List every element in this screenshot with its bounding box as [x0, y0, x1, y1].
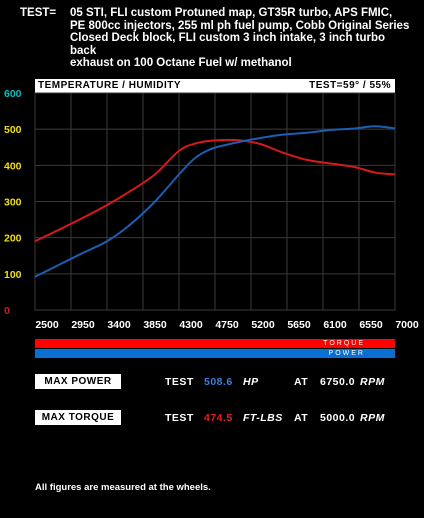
test-label: TEST=: [20, 7, 57, 19]
x-tick-label: 4300: [179, 319, 203, 331]
max-torque-rpm-unit: RPM: [360, 412, 385, 424]
x-tick-label: 5650: [287, 319, 311, 331]
x-tick-label: 2500: [35, 319, 59, 331]
max-torque-rpm-value: 5000.0: [320, 412, 356, 424]
max-power-unit: HP: [243, 376, 259, 388]
x-tick-label: 3850: [143, 319, 167, 331]
x-tick-label: 6100: [323, 319, 347, 331]
y-tick-label: 600: [4, 88, 22, 100]
legend-torque-bar: TORQUE: [35, 339, 395, 348]
x-tick-label: 7000: [395, 319, 419, 331]
x-tick-label: 5200: [251, 319, 275, 331]
chart-header: TEMPERATURE / HUMIDITY TEST=59° / 55%: [35, 79, 395, 93]
max-power-rpm-unit: RPM: [360, 376, 385, 388]
y-tick-label: 300: [4, 197, 22, 209]
dyno-chart: 2500 2950 3400 3850 4300 4750 5200 5650 6100 6550…: [4, 88, 419, 331]
x-tick-label: 2950: [71, 319, 95, 331]
max-torque-unit: FT-LBS: [243, 412, 283, 424]
y-tick-label: 500: [4, 124, 22, 136]
max-power-label: MAX POWER: [35, 374, 121, 389]
legend-power-label: POWER: [328, 350, 365, 357]
max-power-test-label: TEST: [165, 376, 194, 388]
series-line-torque: [34, 138, 396, 243]
y-tick-label: 0: [4, 305, 10, 317]
max-torque-test-label: TEST: [165, 412, 194, 424]
chart-header-conditions-label: TEMPERATURE / HUMIDITY: [38, 80, 182, 91]
max-power-rpm-value: 6750.0: [320, 376, 356, 388]
legend-torque-label: TORQUE: [323, 340, 365, 347]
legend-power-bar: POWER: [35, 349, 395, 358]
max-torque-value: 474.5: [204, 412, 233, 424]
y-tick-label: 100: [4, 269, 22, 281]
x-tick-label: 3400: [107, 319, 131, 331]
max-torque-label: MAX TORQUE: [35, 410, 121, 425]
chart-header-test-conditions: TEST=59° / 55%: [309, 80, 391, 91]
y-tick-label: 200: [4, 233, 22, 245]
x-tick-label: 6550: [359, 319, 383, 331]
series-line-power: [34, 125, 396, 278]
footnote: All figures are measured at the wheels.: [35, 482, 211, 493]
x-tick-label: 4750: [215, 319, 239, 331]
test-description: 05 STI, FLI custom Protuned map, GT35R t…: [70, 7, 410, 69]
max-torque-at-label: AT: [294, 412, 309, 424]
max-power-value: 508.6: [204, 376, 233, 388]
max-power-at-label: AT: [294, 376, 309, 388]
y-tick-label: 400: [4, 160, 22, 172]
